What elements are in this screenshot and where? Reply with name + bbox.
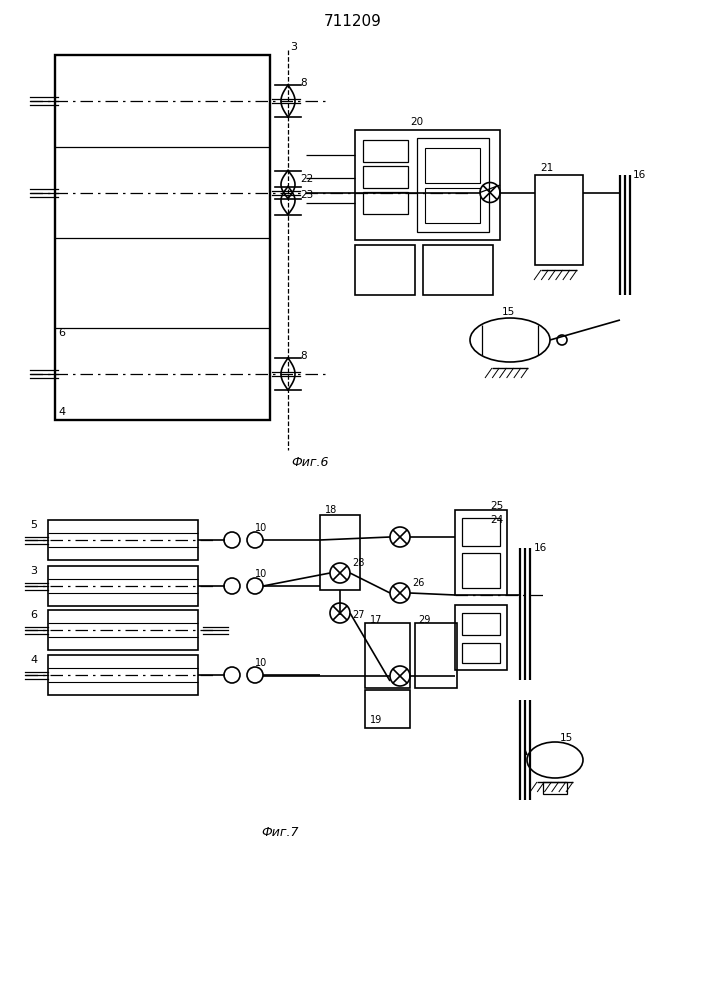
Bar	[462, 518, 500, 546]
Bar	[462, 553, 500, 588]
Text: 15: 15	[502, 307, 515, 317]
Text: 16: 16	[633, 170, 646, 180]
Bar	[363, 166, 408, 188]
Text: 19: 19	[370, 715, 382, 725]
Text: 8: 8	[300, 351, 307, 361]
Text: 27: 27	[352, 610, 365, 620]
Text: 25: 25	[490, 501, 503, 511]
Text: 3: 3	[290, 42, 297, 52]
Text: 23: 23	[300, 190, 313, 200]
Bar	[455, 605, 507, 670]
Text: 20: 20	[410, 117, 423, 127]
Text: 4: 4	[58, 407, 65, 417]
Bar	[363, 140, 408, 162]
Text: 3: 3	[30, 566, 37, 576]
Bar	[355, 130, 500, 240]
Bar	[48, 520, 198, 560]
Text: 711209: 711209	[324, 14, 382, 29]
Bar	[423, 245, 493, 295]
Text: 18: 18	[325, 505, 337, 515]
Bar	[48, 655, 198, 695]
Bar	[363, 192, 408, 214]
Bar	[355, 245, 415, 295]
Bar	[320, 515, 360, 590]
Text: Фиг.7: Фиг.7	[262, 826, 299, 838]
Bar	[425, 188, 480, 223]
Text: 22: 22	[300, 174, 313, 184]
Text: Фиг.6: Фиг.6	[291, 456, 329, 468]
Text: 5: 5	[30, 520, 37, 530]
Text: 15: 15	[560, 733, 573, 743]
Text: 6: 6	[58, 328, 65, 338]
Bar	[543, 782, 567, 794]
Text: 24: 24	[490, 515, 503, 525]
Bar	[415, 623, 457, 688]
Bar	[365, 690, 410, 728]
Bar	[462, 613, 500, 635]
Bar	[455, 510, 507, 595]
Bar	[55, 55, 270, 420]
Text: 17: 17	[370, 615, 382, 625]
Text: 6: 6	[30, 610, 37, 620]
Text: 8: 8	[300, 78, 307, 88]
Text: 4: 4	[30, 655, 37, 665]
Text: 21: 21	[540, 163, 554, 173]
Bar	[425, 148, 480, 183]
Text: 16: 16	[534, 543, 547, 553]
Text: 26: 26	[412, 578, 424, 588]
Bar	[535, 175, 583, 265]
Bar	[417, 138, 489, 232]
Bar	[48, 610, 198, 650]
Text: 10: 10	[255, 569, 267, 579]
Text: 10: 10	[255, 523, 267, 533]
Bar	[48, 566, 198, 606]
Text: 28: 28	[352, 558, 364, 568]
Bar	[365, 623, 410, 688]
Text: 10: 10	[255, 658, 267, 668]
Text: 29: 29	[418, 615, 431, 625]
Bar	[462, 643, 500, 663]
